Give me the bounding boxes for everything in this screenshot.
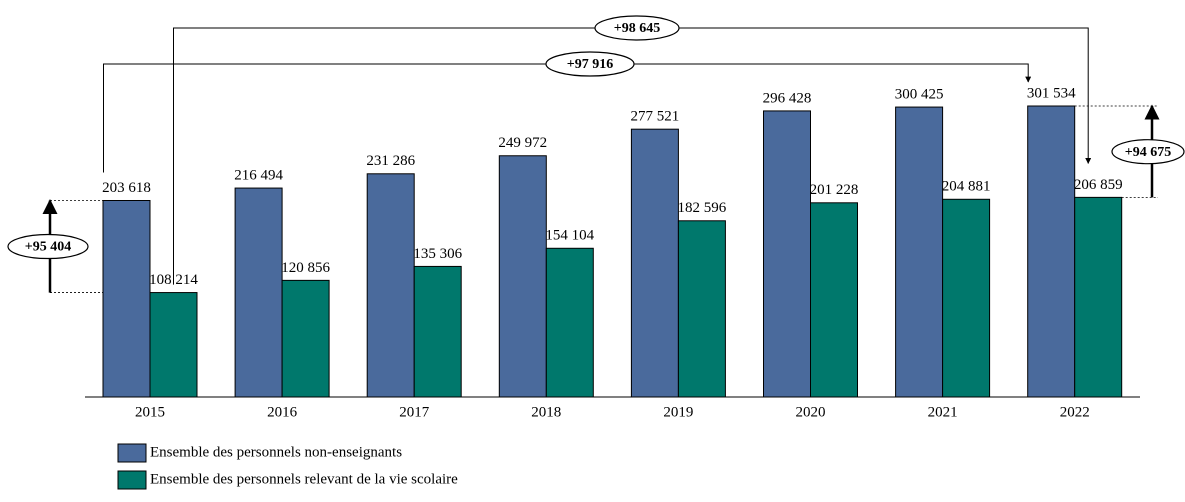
x-tick-label: 2015	[135, 404, 165, 420]
data-label: 182 596	[678, 200, 727, 216]
bar	[102, 199, 151, 398]
bar	[677, 220, 726, 398]
annotation-bubble	[7, 233, 89, 260]
data-label: 300 425	[895, 87, 944, 103]
data-label: 108 214	[149, 272, 198, 288]
legend-swatch	[117, 470, 147, 490]
annotation-label: +94 675	[1125, 145, 1171, 160]
data-label: 135 306	[413, 246, 462, 262]
data-label: 277 521	[631, 109, 680, 125]
x-tick-label: 2018	[531, 404, 561, 420]
data-label: 204 881	[942, 179, 991, 195]
data-label: 120 856	[281, 260, 330, 276]
annotation-arrow	[103, 63, 1032, 173]
annotation-bubble	[1111, 139, 1185, 165]
annotation-bubble	[594, 15, 680, 41]
data-label: 301 534	[1027, 85, 1076, 101]
x-tick-label: 2017	[399, 404, 430, 420]
x-tick-label: 2016	[267, 404, 298, 420]
bar	[545, 247, 594, 398]
x-tick-label: 2022	[1060, 404, 1090, 420]
bar	[763, 110, 811, 398]
legend-label: Ensemble des personnels non-enseignants	[150, 444, 402, 460]
bar	[366, 173, 415, 398]
annotation-bubble	[545, 51, 635, 77]
bar	[810, 202, 858, 398]
bar	[1074, 196, 1123, 398]
annotation-label: +98 645	[614, 21, 660, 36]
bar	[281, 279, 330, 398]
data-label: 203 618	[102, 180, 151, 196]
x-tick-label: 2019	[663, 404, 693, 420]
legend-swatch	[117, 443, 147, 463]
data-label: 206 859	[1074, 177, 1123, 193]
annotation-label: +97 916	[567, 57, 613, 72]
data-label: 216 494	[234, 168, 283, 184]
bar	[149, 292, 198, 398]
legend-label: Ensemble des personnels relevant de la v…	[150, 471, 458, 487]
data-label: 154 104	[545, 228, 594, 244]
bar	[498, 155, 547, 398]
bar	[234, 187, 283, 398]
x-tick-label: 2020	[796, 404, 826, 420]
data-label: 249 972	[498, 135, 547, 151]
bar	[630, 128, 679, 398]
bar	[895, 106, 944, 398]
annotation-label: +95 404	[25, 240, 71, 255]
data-label: 201 228	[810, 182, 859, 198]
bar	[942, 198, 991, 398]
data-label: 231 286	[366, 153, 415, 169]
annotations: +95 404 +97 916 +98 645 +94 675	[7, 15, 1185, 293]
x-tick-label: 2021	[928, 404, 958, 420]
data-label: 296 428	[763, 90, 812, 106]
bar	[1027, 105, 1076, 398]
bar	[413, 265, 462, 398]
